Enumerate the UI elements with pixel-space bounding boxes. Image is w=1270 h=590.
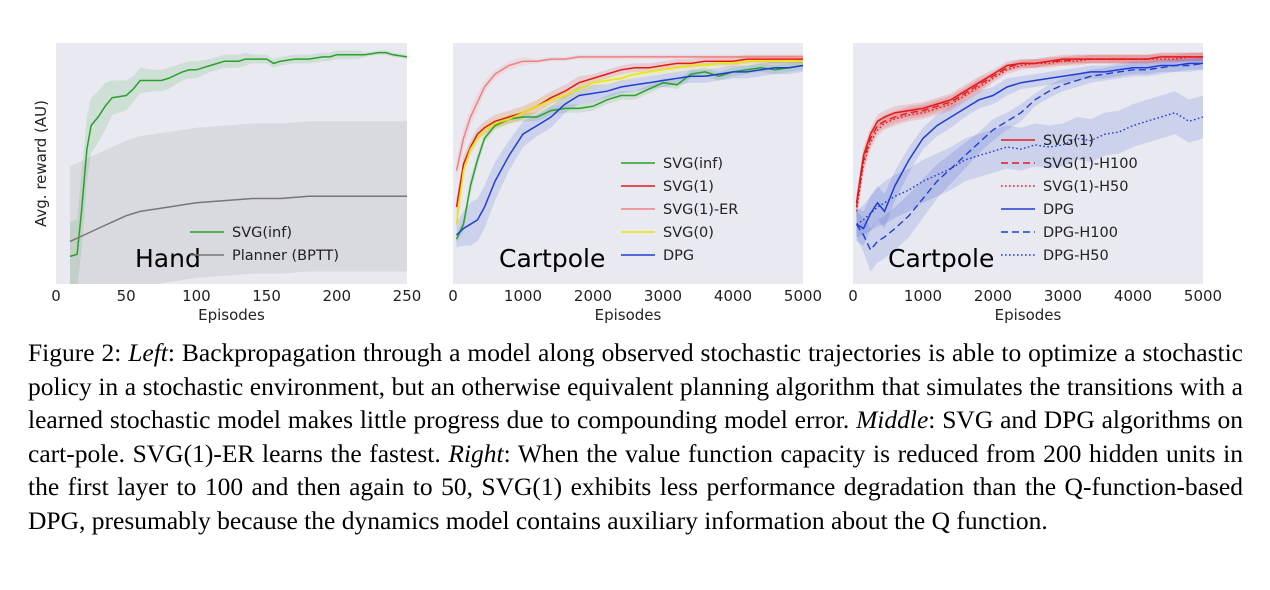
figure-caption: Figure 2: Left: Backpropagation through … — [28, 336, 1243, 537]
series-band — [70, 121, 407, 284]
y-axis-label: Avg. reward (AU) — [32, 100, 50, 227]
caption-right-text: : When the value function capacity is re… — [28, 438, 1243, 535]
legend-label: DPG-H100 — [1043, 225, 1118, 241]
x-tick-label: 3000 — [644, 287, 682, 305]
legend-label: SVG(1)-ER — [663, 202, 738, 218]
figure-svg: 0 50 100 150 200 250 Episodes Avg. reward (AU) H… — [32, 43, 1222, 324]
series-line — [855, 56, 1203, 203]
series-line — [455, 58, 803, 208]
x-tick-label: 0 — [51, 287, 61, 305]
x-tick-label: 100 — [182, 287, 211, 305]
series-band — [856, 56, 1203, 272]
legend-label: SVG(0) — [663, 225, 714, 241]
x-tick-label: 1000 — [504, 287, 542, 305]
x-tick-label: 2000 — [574, 287, 612, 305]
chart-panel-3: 0 1000 2000 3000 4000 5000 Episodes Cartpole SVG… — [848, 43, 1222, 324]
series-band — [456, 61, 803, 244]
x-axis-label: Episodes — [595, 306, 662, 324]
series-line — [856, 111, 1203, 225]
x-tick-label: 3000 — [1044, 287, 1082, 305]
x-tick-label: 250 — [393, 287, 422, 305]
chart-panel-1: 0 50 100 150 200 250 Episodes Avg. reward (AU) H… — [32, 43, 421, 324]
legend-label: SVG(inf) — [232, 225, 292, 241]
x-tick-label: 5000 — [1184, 287, 1222, 305]
x-tick-label: 4000 — [1114, 287, 1152, 305]
caption-middle-label: Middle — [856, 405, 929, 434]
legend-label: SVG(1) — [663, 179, 714, 195]
series-line — [69, 195, 407, 243]
legend-label: SVG(inf) — [663, 156, 723, 172]
figure-panels: 0 50 100 150 200 250 Episodes Avg. reward (AU) H… — [32, 43, 1222, 324]
x-tick-label: 0 — [848, 287, 858, 305]
x-axis-label: Episodes — [995, 306, 1062, 324]
series-band — [456, 56, 803, 233]
caption-left-text: : Backpropagation through a model along … — [28, 338, 1244, 434]
series-band — [856, 91, 1203, 238]
caption-left-label: Left — [128, 338, 168, 367]
series-line — [455, 56, 803, 171]
plot-area — [56, 43, 407, 284]
series-line — [855, 62, 1203, 252]
x-tick-label: 0 — [448, 287, 458, 305]
caption-label: Figure 2: — [28, 338, 122, 367]
legend-label: DPG-H50 — [1043, 248, 1109, 264]
legend-label: Planner (BPTT) — [232, 248, 339, 264]
x-tick-label: 50 — [117, 287, 136, 305]
x-tick-label: 1000 — [904, 287, 942, 305]
legend-label: SVG(1)-H50 — [1043, 179, 1129, 195]
x-tick-label: 4000 — [714, 287, 752, 305]
legend-label: SVG(1)-H100 — [1043, 156, 1138, 172]
series-line — [455, 64, 803, 240]
caption-right-label: Right — [448, 438, 504, 468]
panel-title: Hand — [135, 244, 201, 273]
panel-title: Cartpole — [499, 244, 605, 273]
x-tick-label: 150 — [252, 287, 281, 305]
legend-label: DPG — [1043, 202, 1074, 218]
series-line — [855, 56, 1203, 212]
series-line — [856, 62, 1203, 230]
series-line — [855, 56, 1203, 208]
panel-title: Cartpole — [888, 244, 994, 273]
legend-label: SVG(1) — [1043, 133, 1094, 149]
chart-panel-2: 0 1000 2000 3000 4000 5000 Episodes Cartpole SVG… — [448, 43, 822, 324]
x-tick-label: 200 — [322, 287, 351, 305]
x-tick-label: 2000 — [974, 287, 1012, 305]
series-line — [455, 60, 803, 225]
series-line — [455, 64, 803, 236]
caption-middle-text: : SVG and DPG algorithms on cart-pole. S… — [28, 405, 1244, 468]
series-line — [69, 51, 407, 258]
x-axis-label: Episodes — [198, 306, 265, 324]
x-tick-label: 5000 — [784, 287, 822, 305]
legend-label: DPG — [663, 248, 694, 264]
